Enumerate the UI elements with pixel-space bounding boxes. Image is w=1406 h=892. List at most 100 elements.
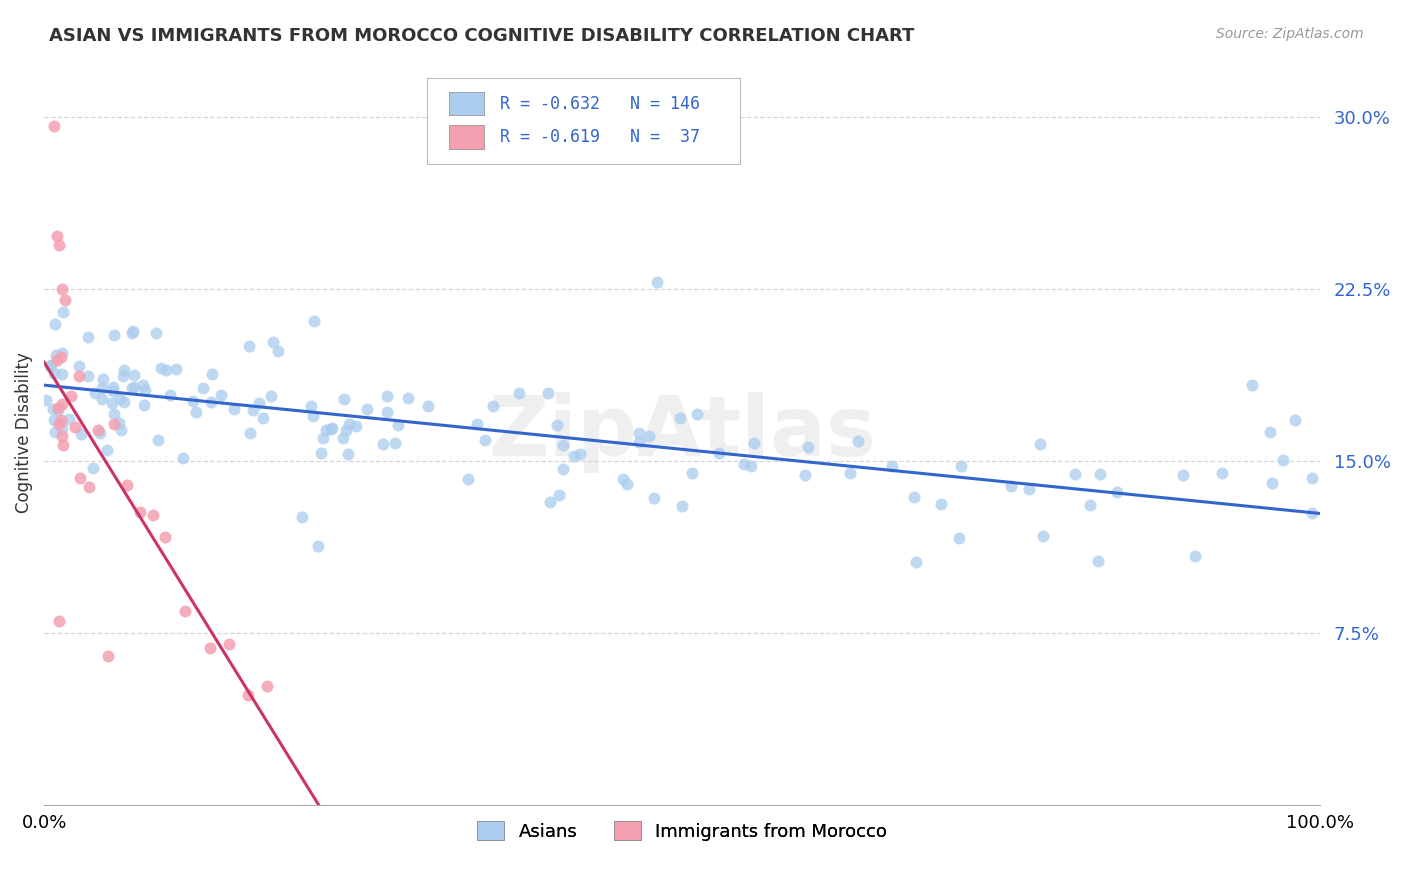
Point: [1272, 452, 1295, 467]
Point: [335, 423, 357, 437]
Point: [948, 531, 970, 545]
Point: [101, 379, 124, 393]
Point: [76, 368, 98, 383]
Point: [108, 392, 131, 406]
Point: [149, 360, 172, 375]
Point: [128, 505, 150, 519]
Point: [686, 407, 709, 421]
Point: [44, 413, 66, 427]
Point: [396, 391, 419, 405]
Point: [155, 530, 177, 544]
Point: [903, 490, 925, 504]
Point: [91, 372, 114, 386]
Point: [200, 395, 222, 409]
Point: [209, 388, 232, 402]
Point: [122, 324, 145, 338]
Point: [645, 275, 668, 289]
Point: [337, 417, 360, 432]
Point: [1029, 437, 1052, 451]
Point: [742, 436, 765, 450]
Point: [627, 435, 650, 450]
Point: [371, 437, 394, 451]
Point: [307, 539, 329, 553]
Point: [84, 386, 107, 401]
Point: [247, 396, 270, 410]
Point: [1261, 475, 1284, 490]
Point: [186, 404, 208, 418]
Point: [218, 637, 240, 651]
Point: [69, 470, 91, 484]
Point: [707, 446, 730, 460]
Text: ASIAN VS IMMIGRANTS FROM MOROCCO COGNITIVE DISABILITY CORRELATION CHART: ASIAN VS IMMIGRANTS FROM MOROCCO COGNITI…: [49, 27, 914, 45]
Point: [1260, 425, 1282, 439]
Point: [1184, 549, 1206, 563]
Point: [44, 425, 66, 439]
Point: [669, 411, 692, 425]
Point: [53, 293, 76, 308]
Point: [797, 440, 820, 454]
Point: [733, 457, 755, 471]
Point: [45, 348, 67, 362]
Point: [616, 477, 638, 491]
Point: [198, 640, 221, 655]
Point: [321, 421, 343, 435]
Legend: Asians, Immigrants from Morocco: Asians, Immigrants from Morocco: [470, 814, 894, 847]
Point: [110, 423, 132, 437]
Point: [1211, 466, 1233, 480]
Point: [252, 411, 274, 425]
Point: [222, 402, 245, 417]
Point: [52, 438, 75, 452]
Point: [44, 119, 66, 133]
Point: [481, 399, 503, 413]
Point: [46, 401, 69, 416]
Point: [103, 417, 125, 431]
Point: [1064, 467, 1087, 481]
Point: [44, 317, 66, 331]
Point: [1090, 467, 1112, 481]
Point: [537, 386, 560, 401]
Point: [1000, 479, 1022, 493]
Point: [165, 362, 187, 376]
Point: [1087, 554, 1109, 568]
Point: [546, 417, 568, 432]
Point: [457, 472, 479, 486]
Point: [108, 416, 131, 430]
Point: [101, 396, 124, 410]
Point: [41, 358, 63, 372]
Point: [302, 409, 325, 424]
Y-axis label: Cognitive Disability: Cognitive Disability: [15, 351, 32, 513]
Point: [931, 497, 953, 511]
Point: [155, 363, 177, 377]
Point: [344, 418, 367, 433]
Text: ZipAtlas: ZipAtlas: [488, 392, 876, 473]
Point: [112, 363, 135, 377]
Point: [38, 359, 60, 373]
Point: [70, 427, 93, 442]
Point: [416, 399, 439, 413]
Point: [103, 328, 125, 343]
Point: [384, 436, 406, 450]
Point: [97, 648, 120, 663]
Point: [627, 426, 650, 441]
Point: [299, 399, 322, 413]
Point: [551, 438, 574, 452]
Point: [122, 380, 145, 394]
Point: [681, 466, 703, 480]
Point: [1301, 471, 1323, 485]
Point: [643, 491, 665, 506]
Point: [846, 434, 869, 448]
Point: [191, 381, 214, 395]
Text: Source: ZipAtlas.com: Source: ZipAtlas.com: [1216, 27, 1364, 41]
Point: [1171, 468, 1194, 483]
Point: [260, 389, 283, 403]
Point: [839, 466, 862, 480]
Point: [262, 334, 284, 349]
Point: [132, 377, 155, 392]
Point: [637, 428, 659, 442]
Point: [387, 418, 409, 433]
Point: [103, 407, 125, 421]
Point: [256, 679, 278, 693]
Point: [111, 369, 134, 384]
Point: [45, 229, 67, 244]
Point: [77, 480, 100, 494]
